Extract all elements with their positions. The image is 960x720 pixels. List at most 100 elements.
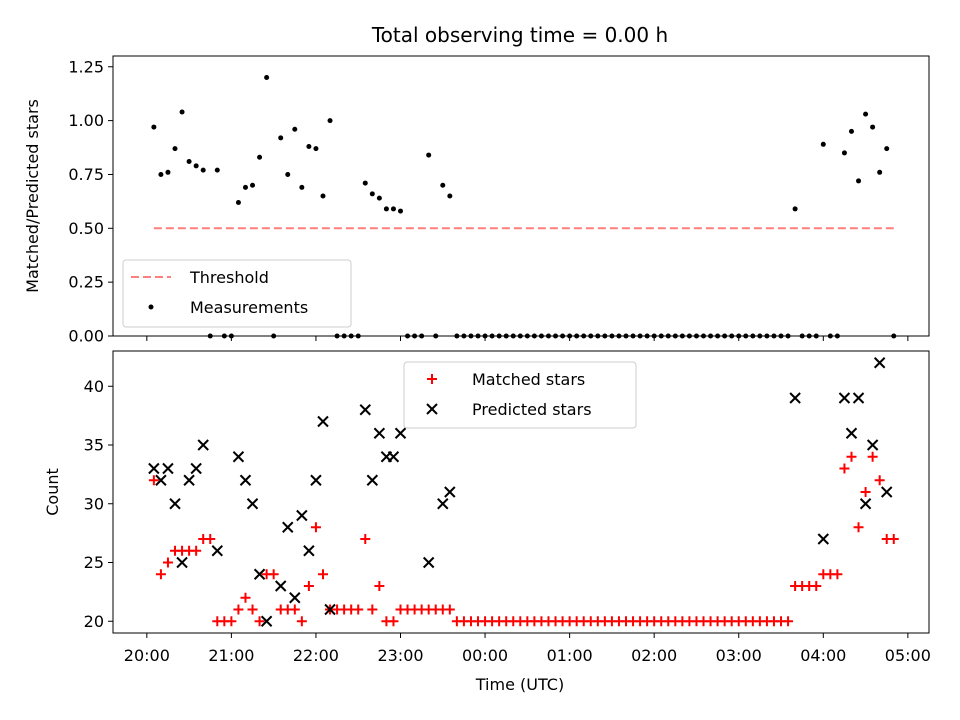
measurement-point (172, 146, 178, 152)
count-x-tick-label: 00:00 (462, 646, 508, 665)
count-y-tick-label: 25 (84, 553, 104, 572)
matched-star-point (303, 581, 314, 591)
predicted-star-point (289, 592, 301, 604)
matched-star-point (783, 616, 794, 627)
count-x-tick-label: 21:00 (208, 646, 254, 665)
predicted-star-point (197, 439, 209, 451)
measurement-point (306, 143, 312, 149)
predicted-star-point (232, 451, 245, 463)
matched-star-point (317, 569, 328, 580)
measurement-point (841, 150, 847, 156)
predicted-star-point (845, 427, 858, 439)
ratio-legend-box (122, 259, 352, 328)
matched-star-point (205, 534, 216, 544)
matched-star-point (874, 475, 885, 486)
predicted-star-point (394, 427, 407, 439)
ratio-y-tick-label: 0.00 (68, 327, 104, 346)
count-x-tick-label: 23:00 (377, 646, 423, 665)
matched-star-point (289, 604, 300, 615)
count-y-tick-label: 30 (84, 494, 104, 513)
measurement-point (193, 163, 199, 169)
measurement-point (362, 180, 368, 186)
predicted-star-point (366, 474, 379, 486)
matched-star-point (860, 487, 871, 497)
count-x-tick-label: 01:00 (547, 646, 593, 665)
predicted-star-point (444, 486, 456, 498)
measurement-point (863, 111, 869, 117)
x-axis-label: Time (UTC) (475, 675, 564, 694)
ratio-y-tick-label: 0.25 (68, 273, 104, 292)
predicted-star-point (260, 615, 273, 627)
predicted-star-point (183, 474, 195, 486)
count-x-tick-label: 03:00 (716, 646, 762, 665)
measurement-point (440, 182, 446, 188)
measurement-point (235, 199, 241, 205)
measurement-point (870, 124, 876, 130)
matched-star-point (310, 522, 321, 533)
measurement-point (327, 118, 333, 124)
ratio-y-tick-label: 0.75 (68, 165, 104, 184)
predicted-star-point (359, 404, 371, 416)
predicted-star-point (866, 439, 879, 451)
measurement-point (186, 159, 192, 165)
measurement-point (398, 208, 404, 214)
measurement-point (313, 146, 319, 152)
count-x-tick-label: 20:00 (124, 646, 170, 665)
predicted-star-point (873, 357, 886, 369)
matched-star-point (148, 475, 159, 486)
measurement-point (383, 206, 389, 212)
matched-star-point (233, 604, 244, 615)
matched-star-point (846, 451, 857, 462)
measurement-point (848, 128, 854, 134)
measurement-point (200, 167, 206, 173)
count-y-tick-label: 40 (84, 377, 104, 396)
measurement-point (264, 75, 270, 81)
measurement-point (426, 152, 432, 158)
count-x-tick-label: 05:00 (885, 646, 931, 665)
ratio-legend: Threshold Measurements (122, 259, 352, 328)
predicted-star-point (176, 556, 188, 569)
matched-star-point (839, 463, 850, 474)
count-x-tick-label: 02:00 (631, 646, 677, 665)
measurement-point (884, 146, 890, 152)
measurement-point (292, 126, 298, 132)
predicted-star-point (817, 533, 830, 545)
count-plot-frame (112, 350, 930, 634)
predicted-star-point (275, 580, 287, 592)
measurement-point (250, 182, 256, 188)
measurement-point (278, 135, 284, 141)
ratio-y-tick-label: 0.50 (68, 219, 104, 238)
measurement-point (214, 167, 220, 173)
matched-star-point (296, 616, 307, 627)
predicted-star-point (387, 451, 400, 463)
predicted-star-point (324, 603, 336, 616)
matched-star-point (155, 569, 166, 580)
ratio-plot-frame (112, 55, 930, 337)
matched-star-point (832, 569, 843, 580)
measurement-point (179, 109, 185, 115)
predicted-star-point (148, 462, 160, 475)
predicted-star-point (246, 498, 259, 510)
matched-star-point (353, 604, 364, 615)
ratio-y-tick-label: 1.25 (68, 57, 104, 76)
matched-star-point (268, 569, 279, 580)
ratio-y-axis-label: Matched/Predicted stars (23, 99, 42, 293)
measurement-point (376, 195, 382, 201)
legend-threshold-label: Threshold (189, 268, 269, 287)
measurement-point (285, 171, 291, 177)
matched-star-point (367, 604, 378, 615)
matched-star-point (853, 522, 864, 533)
predicted-star-point (437, 498, 449, 510)
legend-matched-swatch (427, 374, 437, 384)
predicted-star-point (190, 462, 202, 475)
matched-star-point (240, 592, 251, 603)
legend-matched-label: Matched stars (472, 370, 585, 389)
predicted-star-point (253, 568, 266, 580)
count-x-tick-label: 04:00 (800, 646, 846, 665)
count-x-tick-label: 22:00 (293, 646, 339, 665)
predicted-star-point (155, 474, 167, 486)
predicted-star-point (162, 462, 174, 475)
predicted-star-point (852, 392, 865, 404)
